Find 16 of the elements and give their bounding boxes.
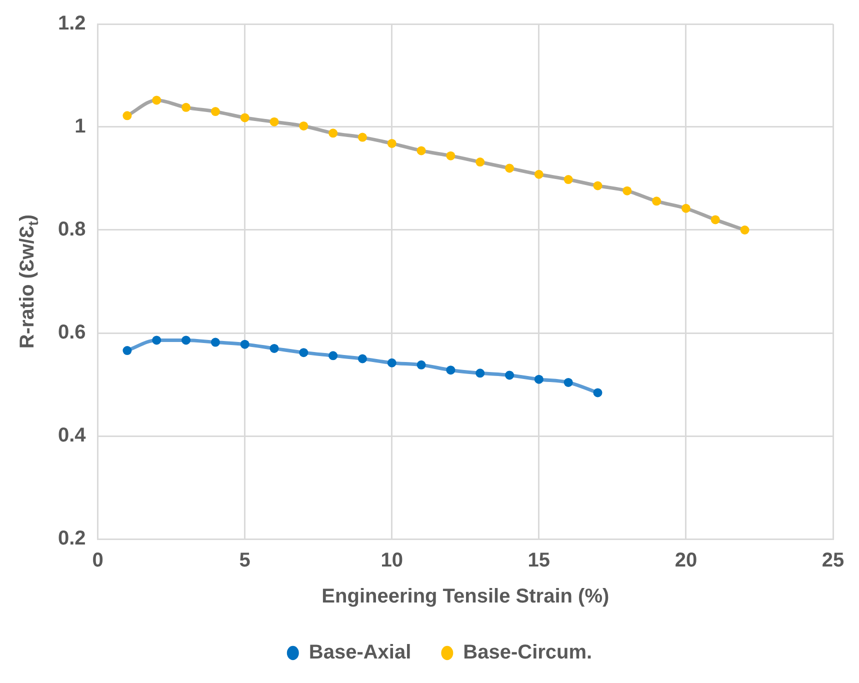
y-tick-label: 0.8 — [58, 218, 86, 241]
x-tick-label: 20 — [674, 550, 698, 572]
legend-label: Base-Circum. — [463, 642, 592, 664]
legend-label: Base-Axial — [308, 642, 412, 664]
x-axis-title: Engineering Tensile Strain (%) — [322, 586, 610, 608]
x-tick-label: 15 — [528, 550, 550, 572]
y-tick-label: 0.2 — [58, 528, 86, 550]
y-tick-label: 1.2 — [58, 12, 86, 35]
y-tick-label: 0.6 — [58, 322, 86, 344]
x-tick-label: 0 — [92, 550, 104, 572]
y-tick-label: 0.4 — [58, 424, 87, 447]
x-tick-label: 5 — [239, 550, 250, 572]
y-tick-label: 1 — [74, 116, 86, 138]
x-tick-label: 10 — [380, 550, 404, 572]
x-tick-label: 25 — [822, 550, 844, 572]
y-axis-title: R-ratio (Ɛw/Ɛt) — [16, 214, 41, 349]
